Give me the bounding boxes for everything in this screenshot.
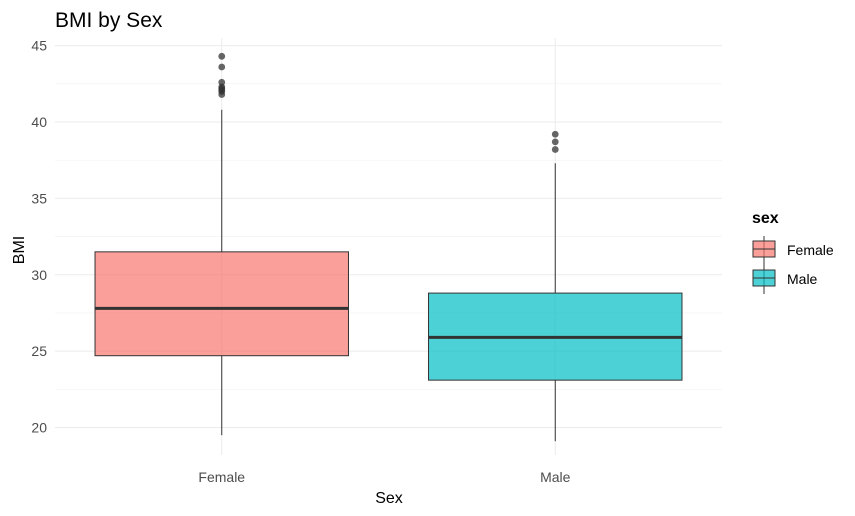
y-tick-label: 45 [31,38,47,54]
outlier-point [218,78,226,86]
legend-item-female: Female [752,236,834,265]
outlier-point [551,130,559,138]
outlier-point [551,146,559,153]
x-axis-title: Sex [375,490,403,507]
y-tick-label: 40 [31,114,47,130]
box-female [94,52,349,436]
iqr-box [94,251,349,357]
x-tick-label: Male [540,469,571,485]
x-axis-ticks: Female Male [198,469,570,485]
outlier-point [218,63,226,71]
x-tick-label: Female [198,469,245,485]
legend-label: Female [787,242,834,258]
grid [55,38,722,455]
legend-item-male: Male [752,265,818,294]
legend-label: Male [787,271,818,287]
y-tick-label: 35 [31,190,47,206]
outlier-point [218,52,226,60]
legend: sex Female Male [752,210,834,294]
y-tick-label: 30 [31,267,47,283]
y-tick-label: 25 [31,343,47,359]
box-male [428,130,683,442]
legend-title: sex [752,210,779,227]
y-axis-ticks: 20 25 30 35 40 45 [31,38,47,436]
y-axis-title: BMI [11,236,28,264]
outlier-point [551,138,559,146]
y-tick-label: 20 [31,420,47,436]
chart-title: BMI by Sex [55,9,163,32]
boxes [94,52,683,442]
